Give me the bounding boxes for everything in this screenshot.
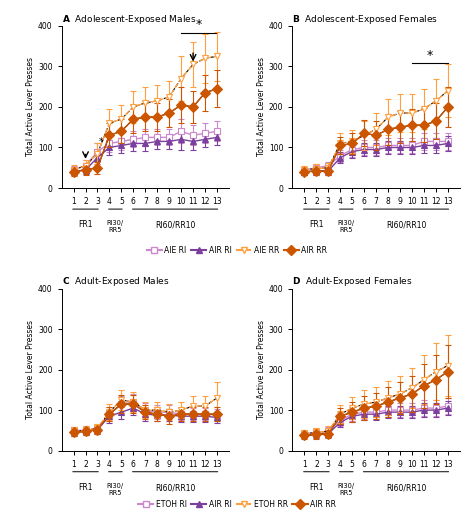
Text: $\bf{A}$  Adolescent-Exposed Males: $\bf{A}$ Adolescent-Exposed Males <box>62 13 196 26</box>
Text: RI30/
RR5: RI30/ RR5 <box>107 221 124 234</box>
Y-axis label: Total Active Lever Presses: Total Active Lever Presses <box>26 320 35 419</box>
Text: FR1: FR1 <box>78 221 93 229</box>
Y-axis label: Total Active Lever Presses: Total Active Lever Presses <box>257 320 266 419</box>
Legend: ETOH RI, AIR RI, ETOH RR, AIR RR: ETOH RI, AIR RI, ETOH RR, AIR RR <box>135 496 339 512</box>
Text: FR1: FR1 <box>309 483 324 492</box>
Text: RI60/RR10: RI60/RR10 <box>155 483 195 492</box>
Text: $\bf{D}$  Adult-Exposed Females: $\bf{D}$ Adult-Exposed Females <box>292 276 413 289</box>
Text: *: * <box>427 49 433 62</box>
Text: RI60/RR10: RI60/RR10 <box>155 221 195 229</box>
Y-axis label: Total Active Lever Presses: Total Active Lever Presses <box>26 57 35 156</box>
Text: FR1: FR1 <box>309 221 324 229</box>
Text: $\bf{C}$  Adult-Exposed Males: $\bf{C}$ Adult-Exposed Males <box>62 276 169 289</box>
Text: RI30/
RR5: RI30/ RR5 <box>337 221 355 234</box>
Y-axis label: Total Active Lever Presses: Total Active Lever Presses <box>257 57 266 156</box>
Text: RI60/RR10: RI60/RR10 <box>386 221 426 229</box>
Text: RI30/
RR5: RI30/ RR5 <box>337 483 355 496</box>
Text: $\bf{B}$  Adolescent-Exposed Females: $\bf{B}$ Adolescent-Exposed Females <box>292 13 438 26</box>
Text: RI60/RR10: RI60/RR10 <box>386 483 426 492</box>
Text: *: * <box>196 18 202 31</box>
Text: RI30/
RR5: RI30/ RR5 <box>107 483 124 496</box>
Legend: AIE RI, AIR RI, AIE RR, AIR RR: AIE RI, AIR RI, AIE RR, AIR RR <box>144 242 330 258</box>
Text: *: * <box>99 137 103 148</box>
Text: FR1: FR1 <box>78 483 93 492</box>
